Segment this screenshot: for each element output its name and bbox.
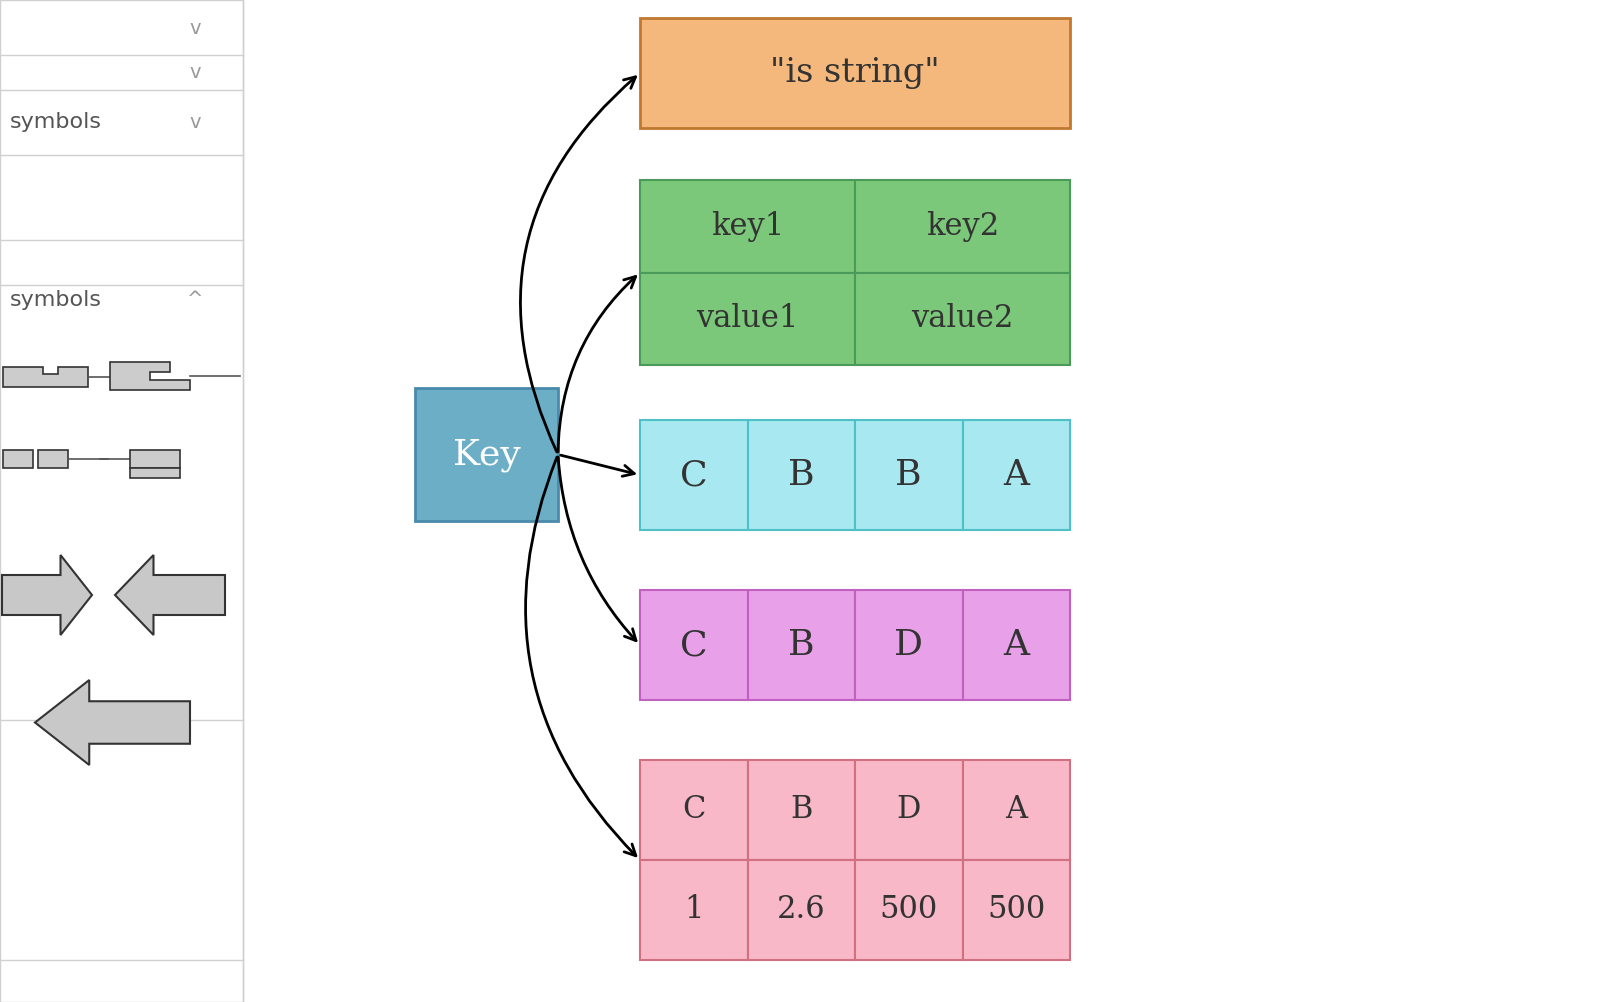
Text: B: B — [789, 628, 814, 662]
Bar — [640, 860, 747, 960]
Text: key1: key1 — [710, 210, 784, 241]
Text: Key: Key — [452, 438, 521, 472]
Text: v: v — [189, 112, 200, 131]
Bar — [854, 420, 962, 530]
Bar — [640, 180, 854, 273]
Polygon shape — [115, 555, 224, 635]
Bar — [130, 450, 180, 468]
Text: v: v — [189, 18, 200, 37]
Text: B: B — [789, 458, 814, 492]
Polygon shape — [3, 367, 88, 387]
Bar — [640, 273, 854, 365]
Text: D: D — [894, 628, 923, 662]
Text: 1: 1 — [684, 895, 704, 926]
Bar — [747, 860, 854, 960]
Bar — [38, 450, 67, 468]
Bar — [747, 760, 854, 860]
Bar — [962, 420, 1069, 530]
Bar — [640, 420, 747, 530]
Polygon shape — [2, 555, 91, 635]
Bar — [962, 860, 1069, 960]
Polygon shape — [35, 680, 191, 765]
Bar — [415, 388, 558, 521]
Text: C: C — [681, 795, 705, 826]
Text: 500: 500 — [987, 895, 1045, 926]
Text: A: A — [1003, 458, 1029, 492]
Text: value1: value1 — [696, 304, 798, 335]
Bar — [130, 468, 180, 478]
Text: ^: ^ — [188, 291, 204, 310]
Bar — [640, 18, 1069, 128]
Bar — [640, 590, 747, 700]
Polygon shape — [111, 362, 191, 390]
Text: C: C — [680, 458, 707, 492]
Text: B: B — [790, 795, 813, 826]
Bar — [0, 0, 244, 1002]
Text: symbols: symbols — [10, 112, 103, 132]
Text: A: A — [1003, 628, 1029, 662]
Text: A: A — [1005, 795, 1028, 826]
Bar — [747, 420, 854, 530]
Bar — [854, 180, 1069, 273]
Bar — [854, 590, 962, 700]
Text: 2.6: 2.6 — [777, 895, 826, 926]
Bar — [747, 590, 854, 700]
Bar — [640, 760, 747, 860]
Bar — [962, 760, 1069, 860]
Bar — [854, 273, 1069, 365]
Text: v: v — [189, 62, 200, 81]
Text: "is string": "is string" — [769, 57, 939, 89]
Text: B: B — [896, 458, 922, 492]
Text: D: D — [896, 795, 922, 826]
Bar — [854, 760, 962, 860]
Text: symbols: symbols — [10, 290, 103, 310]
Text: key2: key2 — [927, 210, 999, 241]
Text: value2: value2 — [912, 304, 1013, 335]
Bar — [854, 860, 962, 960]
Bar — [3, 450, 34, 468]
Text: C: C — [680, 628, 707, 662]
Bar — [962, 590, 1069, 700]
Text: 500: 500 — [880, 895, 938, 926]
